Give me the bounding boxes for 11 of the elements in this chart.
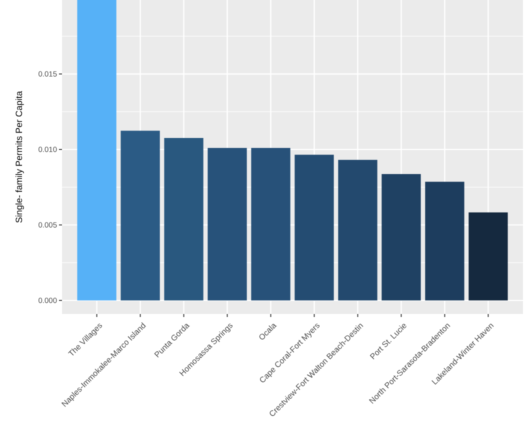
bar [468,212,508,300]
bar [164,138,204,300]
bar [425,182,464,300]
bar [77,0,116,300]
bar [338,160,378,300]
bar [294,154,334,300]
y-axis-title: Single- family Permits Per Capita [14,90,24,224]
bar [120,130,160,300]
bar [251,148,290,300]
bar [382,174,421,300]
bar [208,148,247,300]
